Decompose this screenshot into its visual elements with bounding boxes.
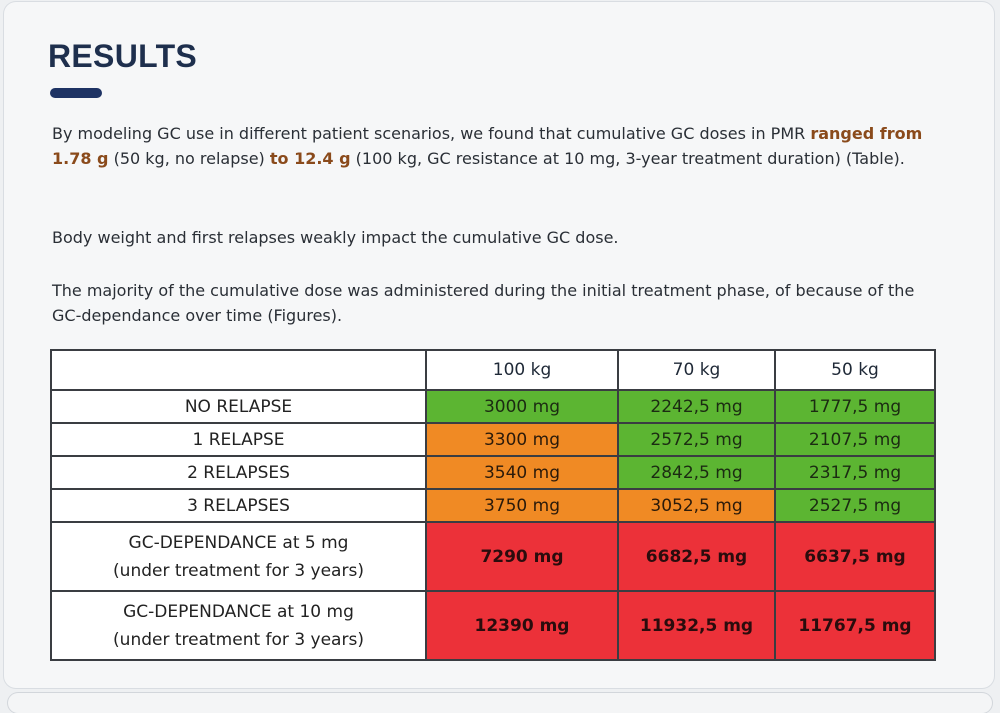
dose-cell: 3540 mg xyxy=(425,455,619,490)
dose-cell: 3000 mg xyxy=(425,389,619,424)
row-label-line2: (under treatment for 3 years) xyxy=(113,629,364,650)
results-paragraph-1: By modeling GC use in different patient … xyxy=(52,121,932,171)
p1-highlight-range-to: to 12.4 g xyxy=(269,149,351,168)
row-label-gc-dependance-10mg: GC-DEPENDANCE at 10 mg (under treatment … xyxy=(50,590,427,661)
results-paragraph-2: Body weight and first relapses weakly im… xyxy=(52,228,619,247)
row-label-gc-dependance-5mg: GC-DEPENDANCE at 5 mg (under treatment f… xyxy=(50,521,427,592)
dose-cell: 2242,5 mg xyxy=(617,389,776,424)
row-label-no-relapse: NO RELAPSE xyxy=(50,389,427,424)
results-panel: RESULTS By modeling GC use in different … xyxy=(4,2,994,688)
header-70kg: 70 kg xyxy=(617,349,776,391)
cumulative-dose-table: 100 kg 70 kg 50 kg NO RELAPSE 3000 mg 22… xyxy=(50,349,936,661)
row-label-3-relapses: 3 RELAPSES xyxy=(50,488,427,523)
header-corner-cell xyxy=(50,349,427,391)
p1-text-before: By modeling GC use in different patient … xyxy=(52,124,811,143)
dose-cell: 2842,5 mg xyxy=(617,455,776,490)
table-row: 2 RELAPSES 3540 mg 2842,5 mg 2317,5 mg xyxy=(50,455,936,490)
dose-cell: 3750 mg xyxy=(425,488,619,523)
row-label-2-relapses: 2 RELAPSES xyxy=(50,455,427,490)
table-row: GC-DEPENDANCE at 5 mg (under treatment f… xyxy=(50,521,936,592)
table-row: 1 RELAPSE 3300 mg 2572,5 mg 2107,5 mg xyxy=(50,422,936,457)
section-heading: RESULTS xyxy=(48,38,198,74)
dose-cell: 1777,5 mg xyxy=(774,389,936,424)
dose-cell: 11767,5 mg xyxy=(774,590,936,661)
row-label-1-relapse: 1 RELAPSE xyxy=(50,422,427,457)
p1-highlight-range-from: ranged from 1.78 g xyxy=(52,124,923,168)
dose-cell: 3052,5 mg xyxy=(617,488,776,523)
dose-cell: 6682,5 mg xyxy=(617,521,776,592)
p1-text-after: (100 kg, GC resistance at 10 mg, 3-year … xyxy=(350,149,905,168)
next-panel-edge xyxy=(8,693,992,713)
table-header-row: 100 kg 70 kg 50 kg xyxy=(50,349,936,391)
header-50kg: 50 kg xyxy=(774,349,936,391)
row-label-line1: GC-DEPENDANCE at 10 mg xyxy=(123,601,354,622)
dose-cell: 3300 mg xyxy=(425,422,619,457)
row-label-line1: GC-DEPENDANCE at 5 mg xyxy=(128,532,349,553)
dose-cell: 2572,5 mg xyxy=(617,422,776,457)
dose-cell: 2107,5 mg xyxy=(774,422,936,457)
dose-cell: 2527,5 mg xyxy=(774,488,936,523)
dose-cell: 7290 mg xyxy=(425,521,619,592)
results-paragraph-3: The majority of the cumulative dose was … xyxy=(52,281,915,325)
header-100kg: 100 kg xyxy=(425,349,619,391)
heading-accent-bar xyxy=(50,88,102,98)
table-row: 3 RELAPSES 3750 mg 3052,5 mg 2527,5 mg xyxy=(50,488,936,523)
dose-cell: 12390 mg xyxy=(425,590,619,661)
table-row: GC-DEPENDANCE at 10 mg (under treatment … xyxy=(50,590,936,661)
table-row: NO RELAPSE 3000 mg 2242,5 mg 1777,5 mg xyxy=(50,389,936,424)
p1-text-mid: (50 kg, no relapse) xyxy=(108,149,270,168)
dose-cell: 2317,5 mg xyxy=(774,455,936,490)
row-label-line2: (under treatment for 3 years) xyxy=(113,560,364,581)
dose-cell: 6637,5 mg xyxy=(774,521,936,592)
dose-cell: 11932,5 mg xyxy=(617,590,776,661)
